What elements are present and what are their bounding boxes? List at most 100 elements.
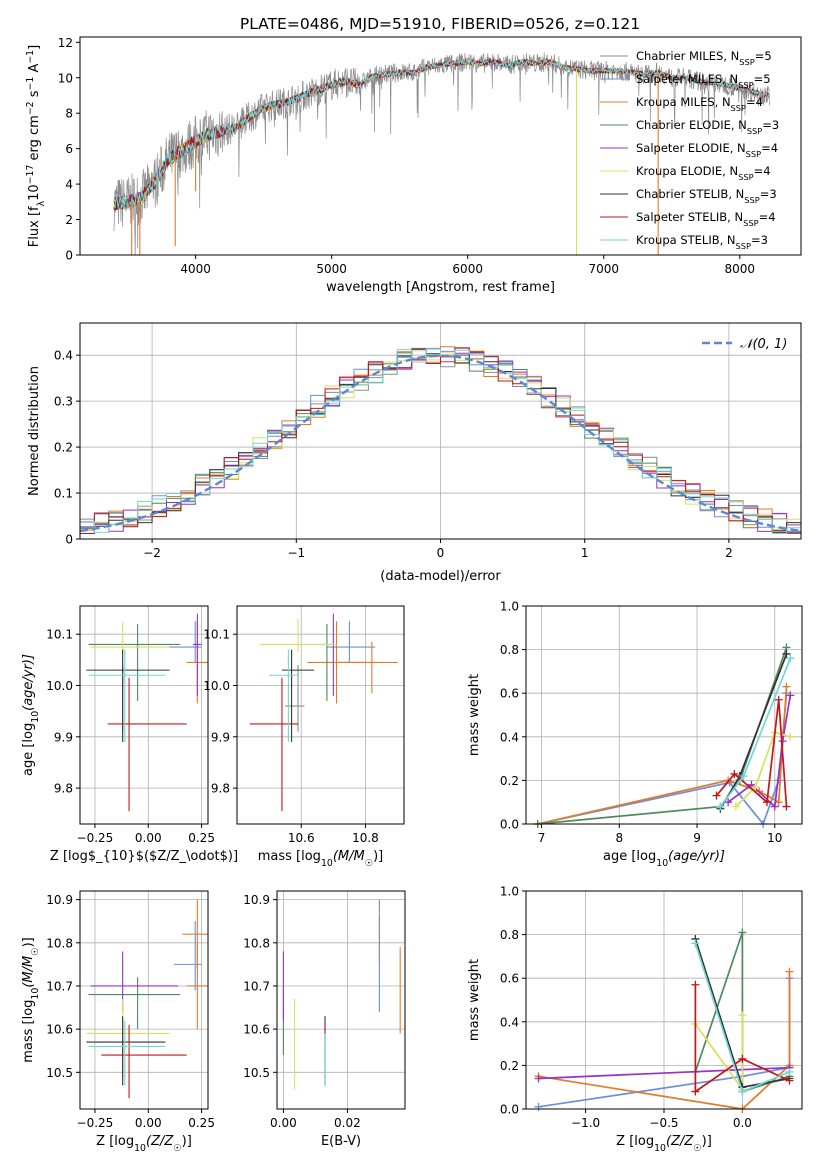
y-tick-label: 0.3	[54, 395, 73, 409]
label-part: =3	[760, 187, 777, 201]
figure-title: PLATE=0486, MJD=51910, FIBERID=0526, z=0…	[240, 15, 640, 33]
weight-point	[738, 1011, 747, 1020]
x-axis-label: age [log10(age/yr)]	[603, 849, 725, 869]
y-tick-label: 9.9	[54, 730, 73, 744]
x-tick-label: 10.6	[288, 831, 315, 845]
y-tick-label: 0	[65, 249, 73, 263]
y-tick-label: 10.5	[46, 1066, 73, 1080]
x-axis-label: wavelength [Angstrom, rest frame]	[326, 280, 555, 295]
label-part: 10	[30, 988, 41, 1000]
legend-entry: 𝒩(0, 1)	[740, 337, 787, 352]
label-part: mass [log	[21, 1000, 36, 1063]
label-part: 10	[134, 1143, 146, 1154]
y-axis-label: mass weight	[467, 674, 482, 756]
label-part: SSP	[747, 126, 762, 136]
axes-frame	[276, 890, 406, 1110]
residuals-panel: −2 −1 0 1 2 0 0.1 0.2 0.3 0.4 (data-model)/error No…	[27, 322, 802, 584]
legend-entry: Salpeter ELODIE, NSSP=4	[636, 141, 778, 159]
y-tick-label: 0.0	[500, 818, 519, 832]
weight-point	[763, 798, 772, 807]
weight-point	[731, 802, 740, 811]
label-part: )]	[702, 1134, 712, 1149]
axes-frame	[525, 605, 803, 825]
label-part: Salpeter ELODIE, N	[636, 141, 746, 155]
y-tick-label: 6	[65, 142, 73, 156]
weight-point	[751, 782, 760, 791]
weight-line-2	[538, 971, 791, 1109]
mass_vs_ebv-panel: 0.00 0.02 10.5 10.6 10.7 10.8 10.9 E(B-V)	[243, 890, 406, 1149]
x-tick-label: −1.0	[571, 1116, 600, 1130]
x-tick-label: 0.00	[135, 1116, 162, 1130]
y-tick-label: 10.1	[46, 628, 73, 642]
legend-entry: Chabrier STELIB, NSSP=3	[636, 187, 777, 205]
label-part: Z [log	[96, 1134, 134, 1149]
label-part: Chabrier ELODIE, N	[636, 118, 747, 132]
label-part: ☉	[30, 947, 41, 955]
legend-entry: Salpeter MILES, NSSP=5	[636, 72, 771, 90]
label-part: −1	[25, 77, 36, 91]
label-part: =5	[755, 49, 772, 63]
axes-frame	[525, 890, 803, 1110]
label-part: SSP	[738, 80, 753, 90]
spectrum-line-7	[113, 58, 770, 211]
y-tick-label: 4	[65, 178, 73, 192]
weight-point	[786, 654, 795, 663]
y-tick-label: 10.8	[46, 936, 73, 950]
y-tick-label: 9.8	[211, 782, 230, 796]
legend-entry: Kroupa STELIB, NSSP=3	[636, 233, 768, 251]
label-part: =5	[754, 72, 771, 86]
label-part: Chabrier MILES, N	[636, 49, 739, 63]
x-tick-label: 5000	[316, 262, 347, 276]
x-tick-label: 0.02	[334, 1116, 361, 1130]
label-part: age [log	[603, 849, 656, 864]
weight-point	[782, 682, 791, 691]
label-part: −2	[25, 101, 36, 115]
weight-point	[782, 802, 791, 811]
label-part: SSP	[743, 218, 758, 228]
x-tick-label: 0.00	[270, 1116, 297, 1130]
label-part: (age/yr)]	[21, 654, 36, 711]
y-tick-label: 1.0	[500, 885, 519, 899]
label-part: SSP	[744, 195, 759, 205]
legend-entry: Chabrier MILES, NSSP=5	[636, 49, 772, 67]
weight-point	[716, 802, 725, 811]
label-part: (M/M	[333, 849, 365, 864]
x-tick-label: 9	[693, 831, 701, 845]
label-part: Flux [f	[27, 206, 42, 247]
label-part: 10	[321, 858, 333, 869]
weight-point	[738, 1054, 747, 1063]
normal-reference-curve	[79, 354, 802, 533]
weight-point	[786, 732, 795, 741]
x-tick-label: 6000	[452, 262, 483, 276]
label-part: SSP	[731, 103, 746, 113]
label-part: Kroupa ELODIE, N	[636, 164, 738, 178]
x-tick-label: 1	[581, 546, 589, 560]
x-tick-label: −0.25	[77, 1116, 114, 1130]
label-part: −17	[25, 165, 36, 185]
x-tick-label: 0.0	[733, 1116, 752, 1130]
weight-line-4	[538, 1066, 790, 1080]
y-tick-label: 9.9	[211, 730, 230, 744]
x-tick-label: 8	[615, 831, 623, 845]
x-axis-label: Z [log10(Z/Z☉)]	[616, 1134, 712, 1154]
axes-frame	[79, 890, 209, 1110]
label-part: Salpeter STELIB, N	[636, 210, 743, 224]
x-tick-label: 0.00	[135, 831, 162, 845]
label-part: SSP	[739, 57, 754, 67]
y-tick-label: 0.8	[500, 643, 519, 657]
x-tick-label: −0.25	[77, 831, 114, 845]
y-tick-label: 0.2	[54, 441, 73, 455]
label-part: )]	[21, 937, 36, 947]
weight-point	[691, 980, 700, 989]
legend-entry: Salpeter STELIB, NSSP=4	[636, 210, 776, 228]
y-tick-label: 0.4	[500, 730, 519, 744]
x-tick-label: 0.25	[188, 831, 215, 845]
weight-line-7	[694, 984, 790, 1094]
weight-point	[739, 772, 748, 781]
label-part: 10	[656, 858, 668, 869]
label-part: (Z/Z	[146, 1134, 174, 1149]
label-part: age [log	[21, 723, 36, 776]
